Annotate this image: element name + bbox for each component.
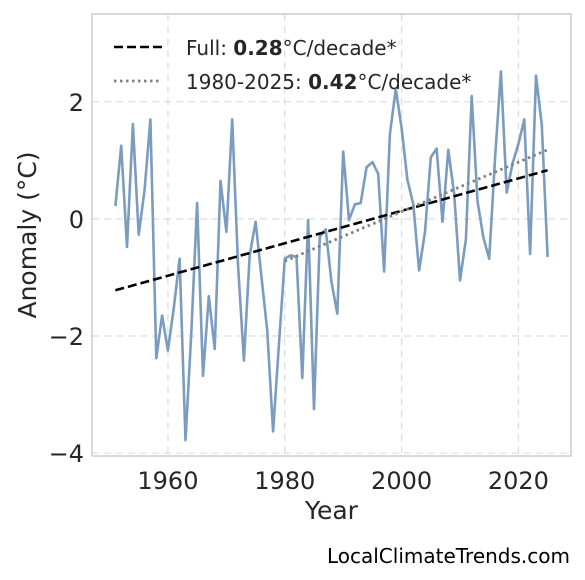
x-axis-label: Year bbox=[304, 496, 359, 525]
legend: Full: 0.28°C/decade*1980-2025: 0.42°C/de… bbox=[114, 36, 471, 94]
full-trend-line bbox=[115, 169, 548, 292]
plot-lines bbox=[114, 70, 549, 442]
legend-recent-label: 1980-2025: 0.42°C/decade* bbox=[186, 70, 471, 94]
legend-unit: °C/decade* bbox=[357, 70, 471, 94]
legend-trend-value: 0.28 bbox=[233, 36, 282, 60]
axis-ticks: 1960 1980 2000 2020 −4 −2 0 2 bbox=[49, 89, 549, 495]
watermark: LocalClimateTrends.com bbox=[326, 544, 570, 568]
y-tick-label: −4 bbox=[49, 440, 84, 468]
legend-unit: °C/decade* bbox=[283, 36, 397, 60]
x-tick-label: 2020 bbox=[488, 467, 549, 495]
legend-period: Full: bbox=[186, 36, 233, 60]
plot-frame bbox=[91, 13, 572, 457]
x-tick-label: 1980 bbox=[254, 467, 315, 495]
legend-period: 1980-2025: bbox=[186, 70, 308, 94]
y-tick-label: 2 bbox=[69, 89, 84, 117]
x-tick-label: 2000 bbox=[371, 467, 432, 495]
y-tick-label: −2 bbox=[49, 323, 84, 351]
x-tick-label: 1960 bbox=[137, 467, 198, 495]
y-axis-label: Anomaly (°C) bbox=[13, 151, 42, 318]
y-tick-label: 0 bbox=[69, 206, 84, 234]
legend-full-label: Full: 0.28°C/decade* bbox=[186, 36, 397, 60]
anomaly-series-line bbox=[114, 70, 549, 442]
legend-trend-value: 0.42 bbox=[308, 70, 357, 94]
